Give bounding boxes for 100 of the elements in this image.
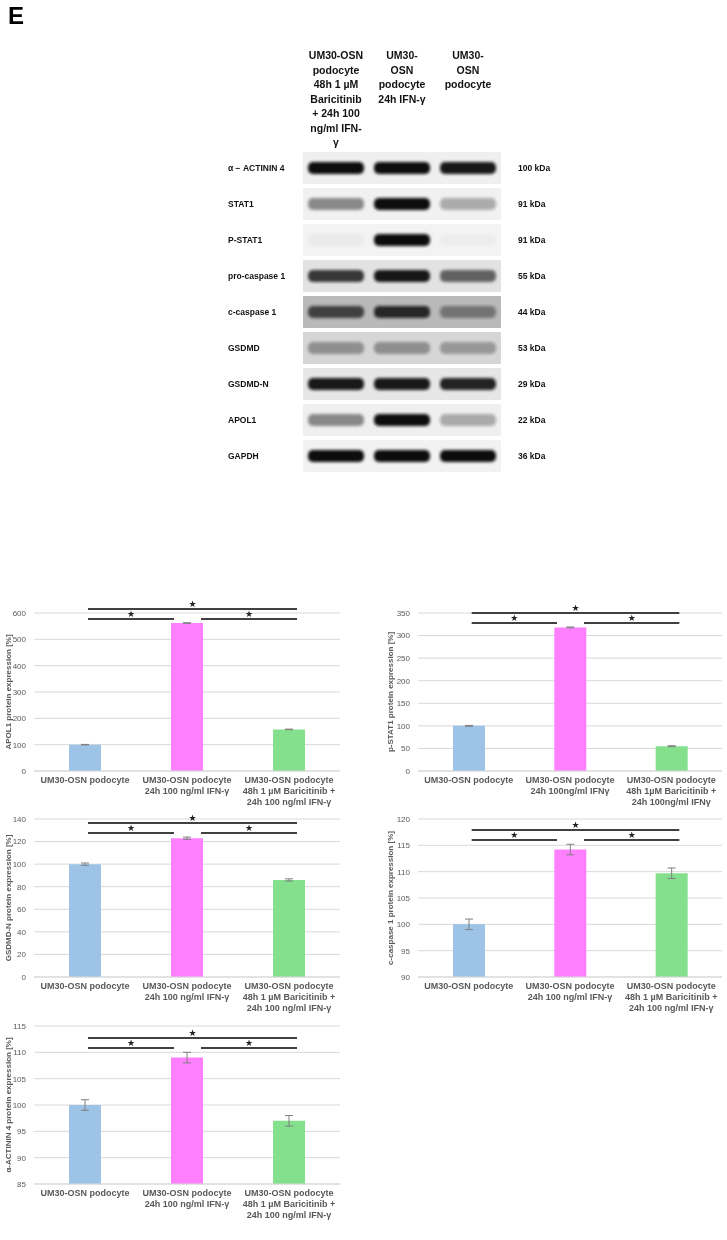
y-tick-label: 100: [396, 920, 411, 930]
annotation: ★: [244, 823, 254, 833]
annotation: ★: [244, 609, 254, 619]
annotation: ★: [510, 613, 519, 623]
y-tick-label: 100: [12, 859, 27, 869]
y-tick-label: 60: [17, 905, 27, 915]
category-label: GSDMD-N: [228, 379, 269, 389]
y-tick-label: 0: [21, 972, 27, 982]
y-tick-label: 120: [12, 837, 27, 847]
category-label: 44 kDa: [518, 307, 546, 317]
x-tick-label: UM30-OSN podocyte 24h 100 ng/ml IFN-γ: [525, 981, 615, 1002]
category-label: 91 kDa: [518, 199, 546, 209]
x-tick-label: UM30-OSN podocyte: [40, 1188, 130, 1198]
y-tick-label: 200: [12, 714, 27, 724]
y-tick-label: 115: [397, 841, 411, 851]
y-tick-label: 85: [17, 1179, 27, 1189]
annotation: ★: [126, 609, 136, 619]
bar: [554, 627, 587, 771]
bar: [273, 729, 305, 771]
category-label: 22 kDa: [518, 415, 546, 425]
y-tick-label: 50: [401, 744, 411, 754]
y-tick-label: 80: [17, 882, 27, 892]
y-tick-label: 115: [13, 1021, 27, 1031]
y-tick-label: 0: [21, 766, 27, 776]
bar: [273, 879, 305, 977]
bar: [69, 864, 101, 977]
text: E: [8, 2, 25, 29]
category-label: α − ACTININ 4: [228, 163, 285, 173]
y-tick-label: 300: [396, 631, 411, 641]
y-tick-label: 500: [12, 635, 27, 645]
y-tick-label: 110: [13, 1048, 27, 1058]
y-tick-label: 300: [12, 687, 27, 697]
category-label: 91 kDa: [518, 235, 546, 245]
x-tick-label: UM30-OSN podocyte: [40, 775, 130, 785]
bar: [453, 725, 485, 771]
annotation: ★: [244, 1038, 254, 1048]
bar: [171, 623, 203, 771]
annotation: ★: [188, 1028, 197, 1038]
category-label: UM30-OSN podocyte 24h IFN-γ: [378, 49, 426, 105]
y-axis-title: α-ACTININ 4 protein expression [%]: [3, 1037, 13, 1173]
category-label: STAT1: [228, 199, 254, 209]
category-label: P-STAT1: [228, 235, 263, 245]
category-label: 53 kDa: [518, 343, 546, 353]
y-axis-title: GSDMD-N protein expression [%]: [3, 834, 13, 962]
category-label: 29 kDa: [518, 379, 546, 389]
y-axis-title: APOL1 protein expression [%]: [3, 634, 13, 750]
bar: [655, 746, 688, 771]
category-label: c-caspase 1: [228, 307, 277, 317]
y-tick-label: 600: [12, 608, 27, 618]
y-tick-label: 110: [397, 867, 411, 877]
y-tick-label: 90: [17, 1153, 27, 1163]
annotation: ★: [126, 1038, 136, 1048]
y-tick-label: 90: [401, 972, 411, 982]
y-tick-label: 250: [396, 653, 411, 663]
category-label: pro-caspase 1: [228, 271, 286, 281]
y-tick-label: 350: [396, 608, 411, 618]
y-tick-label: 95: [401, 946, 411, 956]
annotation: ★: [571, 820, 580, 830]
x-tick-label: UM30-OSN podocyte: [424, 981, 514, 991]
category-label: GSDMD: [228, 343, 260, 353]
annotation: ★: [126, 823, 136, 833]
y-tick-label: 120: [396, 814, 411, 824]
category-label: UM30-OSN podocyte 48h 1 µM Baricitinib + 24h 100 ng/ml IFN- γ: [308, 49, 364, 148]
x-tick-label: UM30-OSN podocyte 24h 100 ng/ml IFN-γ: [142, 981, 232, 1002]
y-tick-label: 95: [17, 1127, 27, 1137]
x-tick-label: UM30-OSN podocyte 48h 1 µM Baricitinib + 24h 100 ng/ml IFN-γ: [242, 981, 336, 1013]
bar: [69, 744, 101, 771]
category-label: 55 kDa: [518, 271, 546, 281]
annotation: ★: [571, 603, 580, 613]
x-tick-label: UM30-OSN podocyte 48h 1 µM Baricitinib + 24h 100 ng/ml IFN-γ: [242, 775, 336, 807]
x-tick-label: UM30-OSN podocyte 48h 1µM Baricitinib + 24h 100ng/ml IFNγ: [626, 775, 717, 807]
annotation: ★: [188, 813, 197, 823]
annotation: ★: [627, 613, 636, 623]
category-label: 36 kDa: [518, 451, 546, 461]
y-tick-label: 400: [12, 661, 27, 671]
y-tick-label: 140: [12, 814, 27, 824]
category-label: 100 kDa: [518, 163, 551, 173]
y-tick-label: 0: [405, 766, 411, 776]
y-tick-label: 105: [396, 893, 411, 903]
category-label: APOL1: [228, 415, 257, 425]
x-tick-label: UM30-OSN podocyte 48h 1 µM Baricitinib + 24h 100 ng/ml IFN-γ: [242, 1188, 336, 1220]
x-tick-label: UM30-OSN podocyte: [40, 981, 130, 991]
bar: [171, 838, 203, 977]
text: ★: [188, 599, 197, 609]
y-tick-label: 40: [17, 927, 27, 937]
y-axis-title: c-caspase 1 protein expression [%]: [385, 830, 395, 965]
category-label: GAPDH: [228, 451, 259, 461]
annotation: ★: [510, 830, 519, 840]
x-tick-label: UM30-OSN podocyte 24h 100 ng/ml IFN-γ: [142, 1188, 232, 1209]
annotation: ★: [627, 830, 636, 840]
y-tick-label: 200: [396, 676, 411, 686]
x-tick-label: UM30-OSN podocyte 48h 1 µM Baricitinib + 24h 100 ng/ml IFN-γ: [625, 981, 718, 1013]
x-tick-label: UM30-OSN podocyte 24h 100ng/ml IFNγ: [525, 775, 615, 796]
x-tick-label: UM30-OSN podocyte: [424, 775, 514, 785]
y-tick-label: 100: [12, 1100, 27, 1110]
y-tick-label: 105: [12, 1074, 27, 1084]
y-tick-label: 100: [12, 740, 27, 750]
y-tick-label: 20: [17, 950, 27, 960]
y-axis-title: p-STAT1 protein expression [%]: [385, 631, 395, 753]
x-tick-label: UM30-OSN podocyte 24h 100 ng/ml IFN-γ: [142, 775, 232, 796]
